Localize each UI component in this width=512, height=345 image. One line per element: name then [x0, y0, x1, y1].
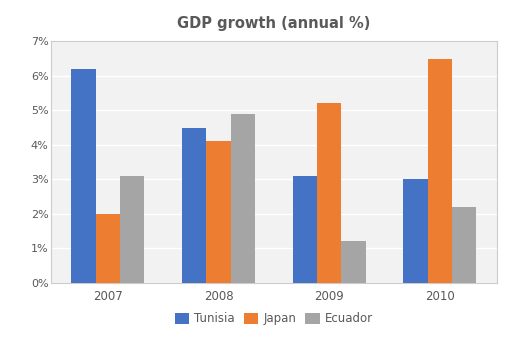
Title: GDP growth (annual %): GDP growth (annual %) [177, 16, 371, 30]
Bar [231, 114, 255, 283]
Bar [72, 69, 96, 283]
Bar [96, 214, 120, 283]
Bar [120, 176, 144, 283]
Bar [317, 104, 342, 283]
Bar [428, 59, 452, 283]
Bar [182, 128, 206, 283]
Bar [403, 179, 428, 283]
Legend: Tunisia, Japan, Ecuador: Tunisia, Japan, Ecuador [170, 308, 377, 330]
Bar [342, 241, 366, 283]
Bar [293, 176, 317, 283]
Bar [206, 141, 231, 283]
Bar [452, 207, 476, 283]
